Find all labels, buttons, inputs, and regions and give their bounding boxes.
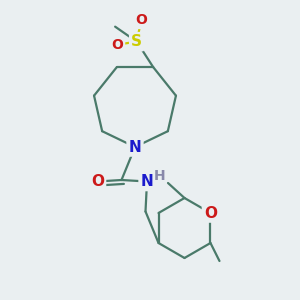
Text: O: O: [204, 206, 217, 220]
Text: S: S: [131, 34, 142, 49]
Text: O: O: [91, 174, 104, 189]
Text: H: H: [154, 169, 165, 183]
Text: N: N: [129, 140, 141, 154]
Text: N: N: [141, 174, 153, 189]
Text: O: O: [135, 13, 147, 27]
Text: O: O: [111, 38, 123, 52]
